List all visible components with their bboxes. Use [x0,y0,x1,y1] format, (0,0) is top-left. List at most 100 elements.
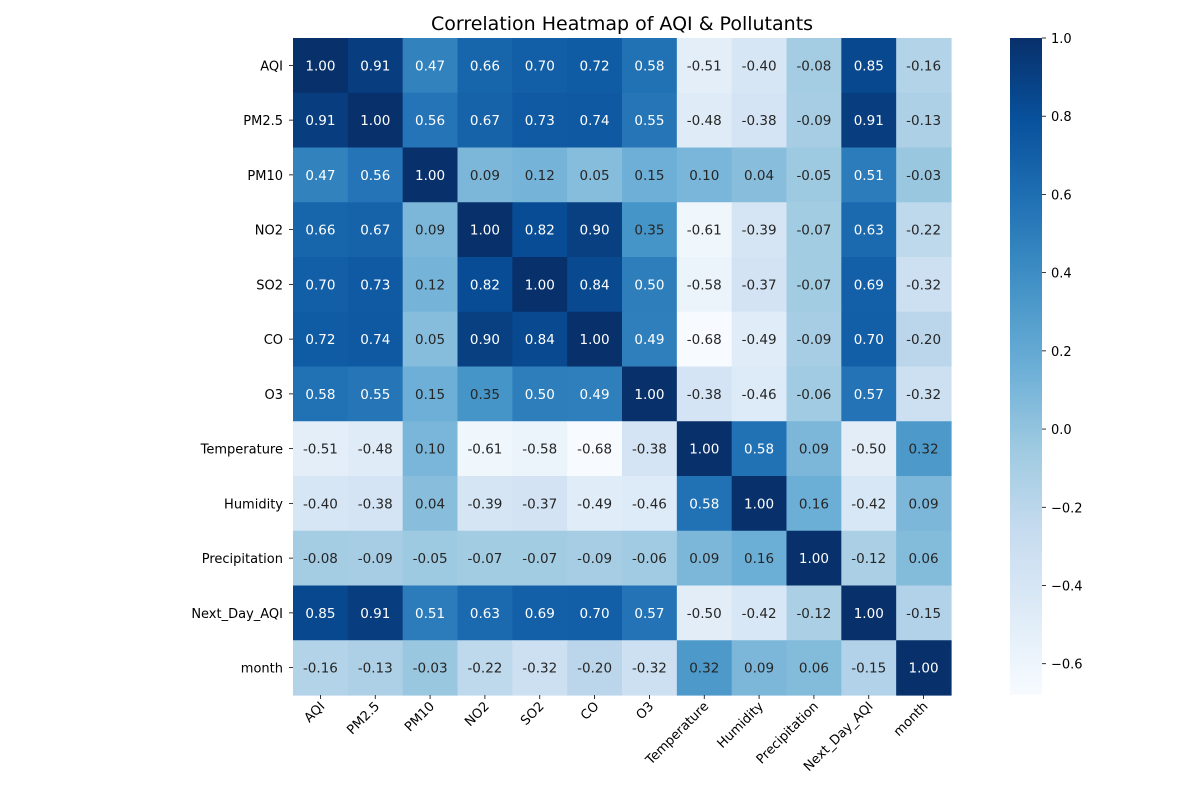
heatmap-cell-month-precipitation [786,640,842,696]
cell-value-label: 1.00 [525,277,555,293]
heatmap-cell-precipitation-pm2-5 [347,530,404,587]
heatmap-cell-pm10-temperature [676,147,733,203]
cell-value-label: -0.22 [467,661,502,677]
heatmap-cell-no2-no2 [457,202,513,258]
cell-value-label: -0.40 [303,496,338,512]
cell-value-label: -0.58 [522,442,557,458]
heatmap-cell-aqi-aqi [293,38,349,94]
heatmap-cell-pm10-pm10 [402,147,459,203]
cell-value-label: 0.47 [305,168,335,184]
cell-value-label: 0.32 [909,442,939,458]
heatmap-cell-aqi-precipitation [786,38,842,94]
heatmap-cell-temperature-precipitation [786,421,842,477]
cell-value-label: -0.46 [742,387,777,403]
cell-value-label: 1.00 [580,332,610,348]
colorbar-tick-label: 1.0 [1051,32,1072,47]
heatmap-cell-month-temperature [676,640,733,696]
heatmap-cell-o3-precipitation [786,366,842,422]
cell-value-label: 0.70 [525,58,555,74]
cell-value-label: -0.13 [906,113,941,129]
heatmap-cell-humidity-o3 [622,476,678,532]
cell-value-label: -0.12 [796,606,831,622]
cell-value-label: 1.00 [634,387,664,403]
heatmap-cell-precipitation-o3 [622,530,678,587]
heatmap-cell-precipitation-pm10 [402,530,459,587]
cell-value-label: -0.06 [632,551,667,567]
x-tick-label-pm10: PM10 [402,699,438,735]
heatmap-cell-aqi-so2 [512,38,568,94]
y-tick-label-aqi: AQI [260,59,283,74]
cell-value-label: 1.00 [744,496,774,512]
cell-value-label: -0.42 [742,606,777,622]
heatmap-cell-pm10-month [896,147,952,203]
cell-value-label: -0.32 [632,661,667,677]
heatmap-cell-month-o3 [622,640,678,696]
heatmap-cell-temperature-so2 [512,421,568,477]
heatmap-cell-pm2-5-pm2-5 [347,92,404,149]
cell-value-label: -0.15 [906,606,941,622]
heatmap-cell-pm2-5-o3 [622,92,678,149]
chart-title: Correlation Heatmap of AQI & Pollutants [431,13,813,35]
cell-value-label: 0.72 [580,58,610,74]
heatmap-cell-pm2-5-no2 [457,92,513,149]
heatmap-cell-humidity-precipitation [786,476,842,532]
heatmap-cell-o3-temperature [676,366,733,422]
cell-value-label: -0.08 [303,551,338,567]
cell-value-label: 0.91 [305,113,335,129]
cell-value-label: 0.82 [470,277,500,293]
heatmap-cell-temperature-pm10 [402,421,459,477]
cell-value-label: 0.85 [305,606,335,622]
cell-value-label: -0.50 [687,606,722,622]
cell-value-label: 0.12 [525,168,555,184]
cell-value-label: 0.91 [360,58,390,74]
heatmap-cell-pm10-no2 [457,147,513,203]
heatmap-cell-o3-next-day-aqi [841,366,897,422]
heatmap-cell-pm10-so2 [512,147,568,203]
cell-value-label: -0.39 [467,496,502,512]
colorbar-tick-label: −0.4 [1051,580,1083,595]
heatmap-cell-co-so2 [512,311,568,368]
cell-value-label: -0.49 [577,496,612,512]
heatmap-cell-next-day-aqi-temperature [676,585,733,641]
cell-value-label: 0.56 [360,168,390,184]
heatmap-cell-month-aqi [293,640,349,696]
heatmap-cell-co-pm2-5 [347,311,404,368]
heatmap-cells: 1.00 0.91 0.47 0.66 0.70 0.72 0.58 -0.51 -0.40 -0… [293,38,952,696]
heatmap-cell-humidity-co [567,476,623,532]
cell-value-label: 0.69 [854,277,884,293]
cell-value-label: 0.35 [634,223,664,239]
cell-value-label: 0.15 [634,168,664,184]
heatmap-cell-co-temperature [676,311,733,368]
y-tick-label-humidity: Humidity [224,497,283,512]
y-tick-label-so2: SO2 [256,278,283,293]
heatmap-cell-temperature-next-day-aqi [841,421,897,477]
cell-value-label: 0.50 [525,387,555,403]
cell-value-label: -0.37 [522,496,557,512]
cell-value-label: 0.66 [305,223,335,239]
cell-value-label: -0.20 [577,661,612,677]
heatmap-cell-humidity-next-day-aqi [841,476,897,532]
x-tick-label-so2: SO2 [518,699,548,729]
colorbar-tick-label: 0.8 [1051,110,1072,125]
cell-value-label: 1.00 [360,113,390,129]
y-tick-label-co: CO [264,333,283,348]
colorbar-tick-label: 0.0 [1051,423,1072,438]
cell-value-label: 0.70 [854,332,884,348]
heatmap-cell-month-pm2-5 [347,640,404,696]
heatmap-cell-humidity-pm2-5 [347,476,404,532]
heatmap-cell-so2-co [567,257,623,313]
cell-value-label: 0.63 [470,606,500,622]
cell-value-label: 1.00 [415,168,445,184]
heatmap-cell-temperature-humidity [731,421,788,477]
cell-value-label: -0.09 [577,551,612,567]
cell-value-label: 0.63 [854,223,884,239]
cell-value-label: 0.04 [744,168,774,184]
heatmap-cell-co-aqi [293,311,349,368]
heatmap-cell-next-day-aqi-humidity [731,585,788,641]
heatmap-cell-aqi-pm2-5 [347,38,404,94]
cell-value-label: 0.67 [360,223,390,239]
heatmap-cell-so2-pm2-5 [347,257,404,313]
heatmap-cell-next-day-aqi-next-day-aqi [841,585,897,641]
x-tick-label-pm2-5: PM2.5 [344,699,383,738]
